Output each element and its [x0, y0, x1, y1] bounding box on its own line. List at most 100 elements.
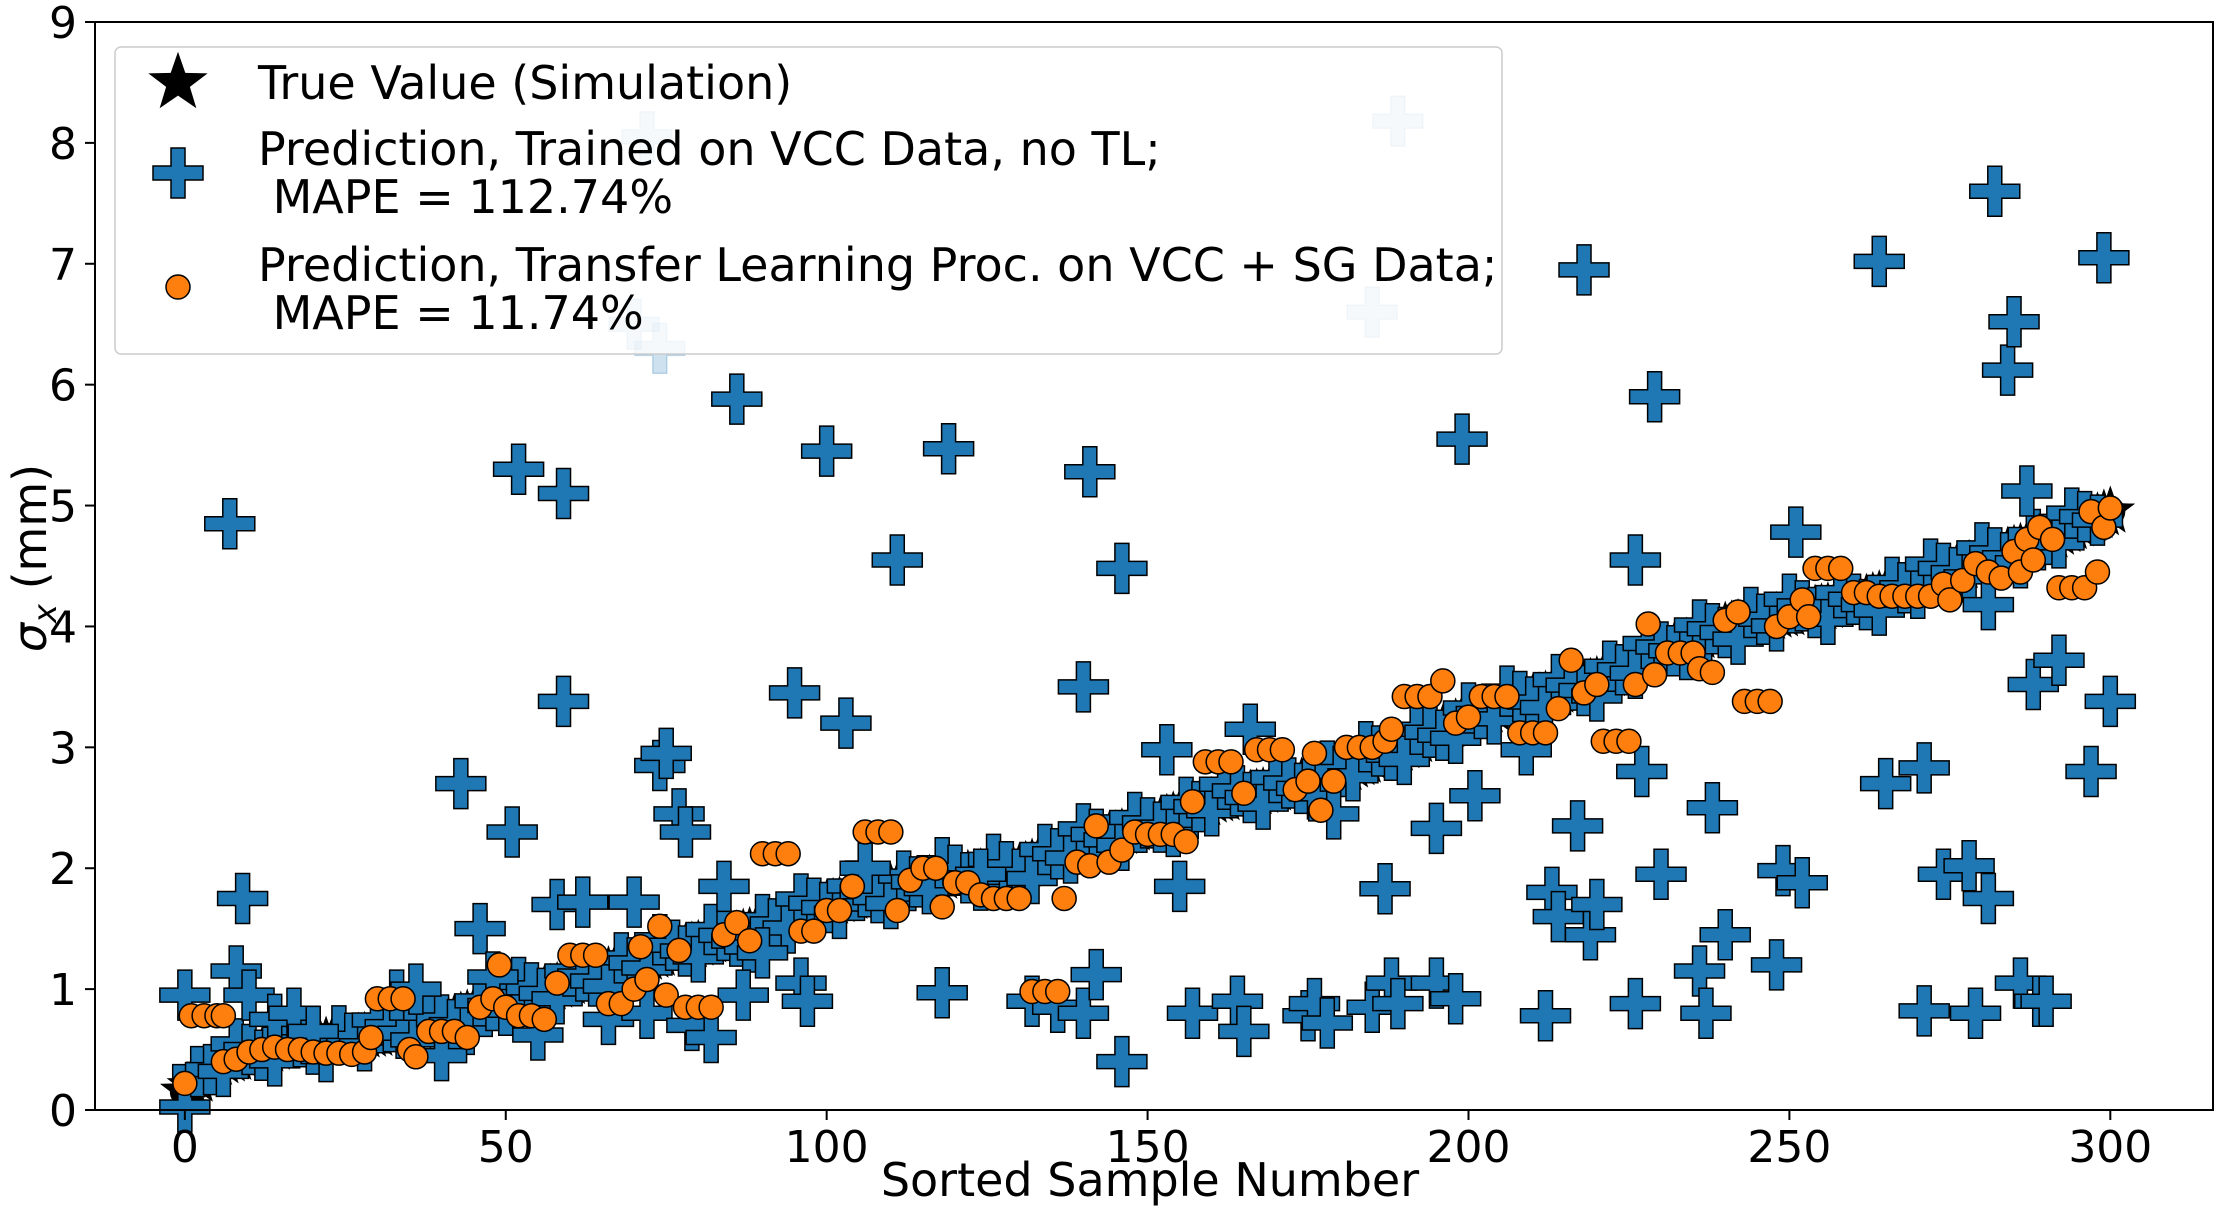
- tl-prediction-point: [801, 918, 827, 944]
- tl-prediction-point: [531, 1006, 558, 1033]
- vcc-prediction-point: [1218, 1005, 1270, 1058]
- y-axis-ticks: 0 1 2 3 4 5 6 7 8 9: [49, 0, 95, 1137]
- y-tick-label: 6: [49, 361, 77, 412]
- tl-prediction-point: [647, 913, 673, 939]
- legend-circle-icon: [165, 274, 191, 300]
- tl-prediction-point: [839, 873, 866, 900]
- vcc-prediction-point: [711, 373, 763, 425]
- x-axis-ticks: 0 50 100 150 200 250 300: [171, 1110, 2152, 1173]
- tl-prediction-point: [2097, 495, 2124, 521]
- tl-prediction-point: [1757, 688, 1783, 715]
- tl-prediction-point: [1532, 720, 1559, 746]
- vcc-prediction-point: [557, 876, 609, 928]
- tl-prediction-point: [454, 1024, 481, 1051]
- vcc-prediction-point: [1436, 413, 1488, 465]
- tl-prediction-point: [1109, 837, 1135, 863]
- vcc-prediction-point: [2065, 745, 2117, 798]
- tl-prediction-point: [1641, 662, 1668, 688]
- vcc-prediction-point: [1064, 445, 1116, 498]
- tl-prediction-point: [1173, 828, 1199, 855]
- vcc-prediction-point: [204, 497, 256, 550]
- vcc-prediction-point: [435, 757, 487, 810]
- x-tick-label: 300: [2068, 1122, 2152, 1173]
- tl-prediction-point: [929, 894, 955, 920]
- tl-prediction-point: [736, 928, 763, 954]
- tl-prediction-point: [1949, 567, 1976, 594]
- y-tick-label: 1: [49, 965, 77, 1016]
- vcc-prediction-point: [800, 425, 853, 477]
- tl-prediction-point: [1937, 587, 1963, 613]
- tl-prediction-point: [1795, 604, 1822, 630]
- tl-prediction-point: [826, 897, 853, 924]
- x-tick-label: 250: [1747, 1122, 1831, 1173]
- tl-prediction-point: [1558, 647, 1584, 674]
- vcc-prediction-point: [1558, 244, 1610, 296]
- tl-prediction-point: [1616, 728, 1642, 755]
- tl-prediction-point: [1455, 704, 1482, 730]
- tl-prediction-point: [1083, 813, 1109, 839]
- vcc-prediction-point: [1609, 977, 1662, 1030]
- y-axis-title-unit: (mm): [3, 464, 57, 604]
- vcc-prediction-point: [1969, 165, 2021, 217]
- vcc-prediction-point: [922, 422, 975, 475]
- vcc-prediction-point: [1096, 542, 1148, 595]
- vcc-prediction-point: [1917, 848, 1970, 901]
- vcc-prediction-point: [1449, 769, 1501, 822]
- tl-prediction-point: [1635, 611, 1661, 637]
- tl-prediction-point: [1295, 768, 1321, 794]
- tl-prediction-point: [1320, 768, 1347, 794]
- x-tick-label: 50: [478, 1122, 534, 1173]
- transfer-learning-series: [172, 495, 2124, 1097]
- tl-prediction-point: [1231, 780, 1257, 807]
- legend-label: MAPE = 112.74%: [258, 170, 673, 224]
- legend-label: Prediction, Trained on VCC Data, no TL;: [258, 122, 1161, 176]
- vcc-prediction-point: [1699, 908, 1751, 961]
- tl-prediction-point: [1269, 737, 1296, 763]
- tl-prediction-point: [698, 994, 724, 1020]
- vcc-prediction-point: [1519, 989, 1572, 1042]
- vcc-prediction-point: [1750, 939, 1803, 991]
- vcc-prediction-point: [1410, 802, 1463, 855]
- x-tick-label: 200: [1426, 1122, 1510, 1173]
- vcc-prediction-point: [1949, 987, 2002, 1040]
- tl-prediction-point: [486, 952, 513, 978]
- y-tick-label: 5: [49, 482, 77, 533]
- tl-prediction-point: [627, 934, 654, 960]
- tl-prediction-point: [923, 855, 949, 881]
- vcc-prediction-point: [1096, 1035, 1148, 1088]
- legend-label: MAPE = 11.74%: [258, 286, 644, 340]
- x-tick-label: 0: [171, 1122, 199, 1173]
- tl-prediction-point: [1218, 749, 1244, 775]
- vcc-prediction-point: [1153, 860, 1206, 913]
- vcc-prediction-point: [537, 467, 590, 520]
- vcc-prediction-point: [2078, 231, 2130, 284]
- tl-prediction-point: [358, 1024, 384, 1051]
- vcc-prediction-point: [454, 902, 506, 955]
- vcc-prediction-point: [1359, 863, 1411, 915]
- x-tick-label: 150: [1106, 1122, 1190, 1173]
- tl-prediction-point: [390, 986, 416, 1012]
- vcc-prediction-point: [492, 443, 545, 496]
- tl-prediction-point: [775, 840, 801, 867]
- vcc-prediction-point: [1853, 235, 1906, 288]
- tl-prediction-point: [2084, 559, 2111, 585]
- vcc-prediction-point: [1551, 800, 1604, 852]
- vcc-prediction-point: [1680, 987, 1732, 1040]
- x-axis-title: Sorted Sample Number: [881, 1153, 1419, 1207]
- y-tick-label: 0: [49, 1086, 77, 1137]
- tl-prediction-point: [1725, 599, 1751, 625]
- y-axis-title-symbol: σ: [3, 621, 57, 652]
- legend-label: Prediction, Transfer Learning Proc. on V…: [258, 238, 1497, 292]
- y-tick-label: 2: [49, 844, 77, 895]
- y-tick-label: 7: [49, 240, 77, 291]
- tl-prediction-point: [544, 970, 570, 996]
- vcc-prediction-point: [1057, 661, 1110, 713]
- vcc-prediction-point: [1686, 782, 1739, 834]
- x-tick-label: 100: [785, 1122, 869, 1173]
- tl-prediction-point: [1044, 978, 1071, 1005]
- vcc-prediction-point: [1770, 506, 1822, 558]
- vcc-prediction-point: [2084, 675, 2137, 728]
- tl-prediction-point: [2020, 547, 2047, 573]
- vcc-prediction-point: [1609, 534, 1662, 586]
- vcc-prediction-point: [768, 667, 821, 719]
